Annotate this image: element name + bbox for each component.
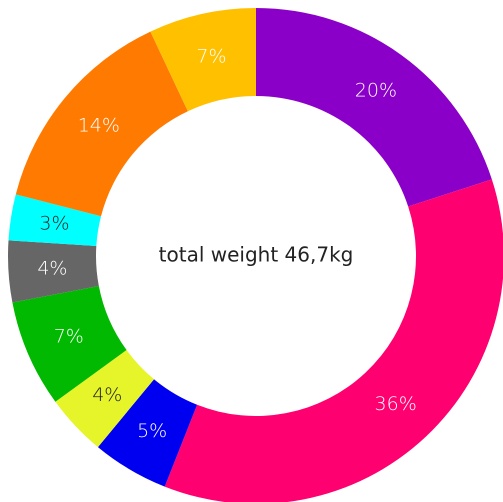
donut-segment [7, 240, 99, 303]
value-label: 14% [78, 114, 120, 136]
center-text: total weight 46,7kg [159, 243, 354, 267]
value-label: 3% [39, 213, 69, 235]
donut-segment [164, 179, 503, 502]
value-label: 36% [375, 393, 417, 415]
value-label: 7% [196, 45, 226, 67]
value-label: 7% [54, 326, 84, 348]
donut-segment [55, 350, 155, 448]
donut-segment [12, 285, 127, 402]
donut-segment [8, 194, 102, 246]
value-label: 5% [137, 420, 167, 442]
donut-segment [256, 8, 492, 207]
value-label: 20% [355, 79, 397, 101]
donut-segment [150, 8, 256, 112]
value-label: 4% [92, 384, 122, 406]
donut-segment [15, 31, 188, 217]
donut-segment [97, 379, 198, 487]
value-label: 4% [37, 257, 67, 279]
